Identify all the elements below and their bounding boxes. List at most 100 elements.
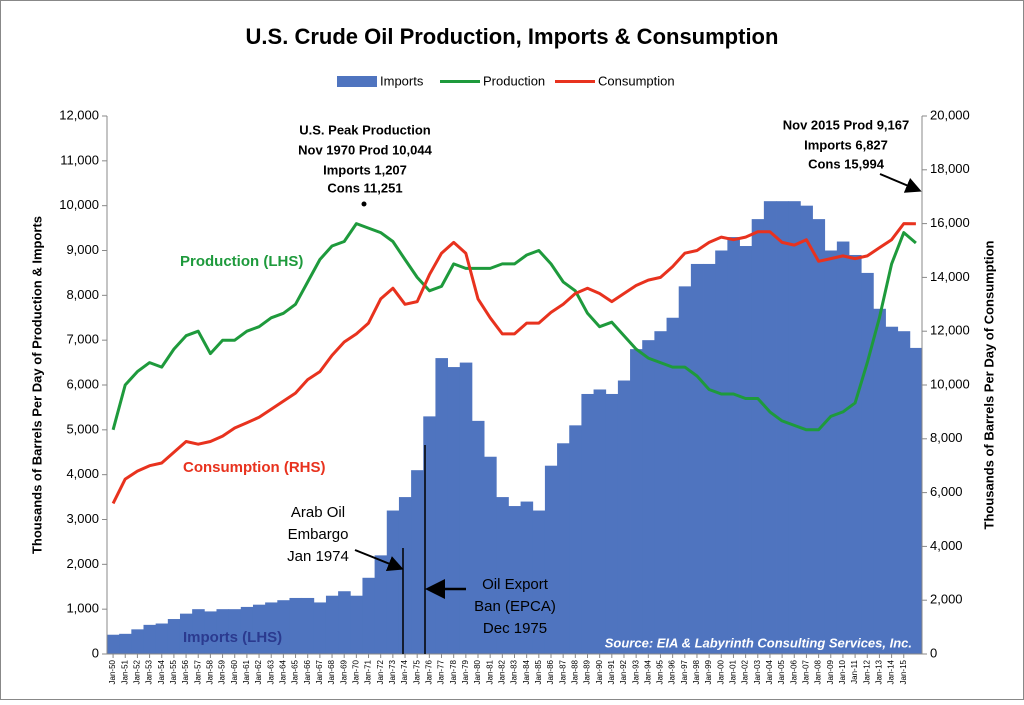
x-tick-label: Jan-90 <box>595 659 604 684</box>
imports-bar <box>617 380 631 654</box>
x-tick-label: Jan-65 <box>291 659 300 684</box>
annotation: Jan 1974 <box>287 548 349 565</box>
imports-bar <box>715 250 728 654</box>
imports-bar <box>678 286 692 654</box>
annotation: Arab Oil <box>291 504 345 521</box>
imports-bar <box>532 510 546 654</box>
imports-bar <box>325 595 339 654</box>
imports-bar <box>252 604 266 654</box>
imports-bar <box>459 362 473 654</box>
annotation: Cons 15,994 <box>808 156 885 171</box>
x-tick-label: Jan-89 <box>583 659 592 684</box>
x-tick-label: Jan-87 <box>558 659 567 684</box>
imports-bar <box>703 263 716 654</box>
imports-bar <box>763 201 777 654</box>
arrow <box>354 549 404 571</box>
y-axis-title: Thousands of Barrels Per Day of Producti… <box>29 216 44 554</box>
x-tick-label: Jan-61 <box>242 659 251 684</box>
y2-tick-label: 6,000 <box>930 484 963 499</box>
imports-bar <box>338 591 351 654</box>
x-tick-label: Jan-14 <box>887 659 896 684</box>
source-note: Source: EIA & Labyrinth Consulting Servi… <box>605 635 912 650</box>
x-tick-label: Jan-83 <box>510 659 519 684</box>
x-tick-label: Jan-52 <box>133 659 142 684</box>
x-tick-label: Jan-07 <box>802 659 811 684</box>
annotation: Imports (LHS) <box>183 629 282 646</box>
x-tick-label: Jan-81 <box>485 659 494 684</box>
annotation: Oil Export <box>482 576 549 593</box>
imports-bar <box>496 497 509 654</box>
imports-bar <box>350 595 363 654</box>
imports-bar <box>447 367 461 654</box>
x-tick-label: Jan-09 <box>826 659 835 684</box>
y2-tick-label: 18,000 <box>930 161 970 176</box>
y-tick-label: 3,000 <box>66 511 99 526</box>
imports-bar <box>520 501 534 654</box>
y-tick-label: 12,000 <box>59 107 99 122</box>
imports-bar <box>216 609 230 654</box>
series-line <box>111 222 917 432</box>
imports-bar <box>593 389 607 654</box>
imports-bar <box>654 331 667 654</box>
arrow <box>879 173 922 193</box>
imports-bar <box>374 555 388 654</box>
y2-tick-label: 20,000 <box>930 107 970 122</box>
x-tick-label: Jan-05 <box>777 659 786 684</box>
x-tick-label: Jan-97 <box>680 659 689 684</box>
x-tick-label: Jan-76 <box>424 659 433 684</box>
x-tick-label: Jan-58 <box>206 659 215 684</box>
imports-bar <box>277 600 290 654</box>
y2-tick-label: 4,000 <box>930 538 963 553</box>
x-tick-label: Jan-00 <box>716 659 725 684</box>
imports-bar <box>836 241 850 655</box>
imports-bar <box>471 420 485 654</box>
x-tick-label: Jan-64 <box>278 659 287 684</box>
x-tick-label: Jan-01 <box>729 659 738 684</box>
imports-bar <box>508 506 521 654</box>
imports-bar <box>605 393 619 654</box>
x-tick-label: Jan-95 <box>656 659 665 684</box>
x-tick-label: Jan-78 <box>449 659 458 684</box>
annotation: Ban (EPCA) <box>474 598 556 615</box>
x-tick-label: Jan-68 <box>327 659 336 684</box>
legend-label: Consumption <box>598 73 675 88</box>
legend-label: Imports <box>380 73 424 88</box>
y2-tick-label: 12,000 <box>930 323 970 338</box>
legend-swatch <box>337 76 377 87</box>
y-tick-label: 10,000 <box>59 197 99 212</box>
imports-bar <box>107 634 120 654</box>
imports-bar <box>544 465 558 654</box>
x-tick-label: Jan-86 <box>546 659 555 684</box>
imports-bar <box>569 425 582 654</box>
y-tick-label: 6,000 <box>66 376 99 391</box>
x-tick-label: Jan-55 <box>169 659 178 684</box>
imports-bar <box>289 597 303 654</box>
peak-dot <box>361 201 367 207</box>
annotation: Embargo <box>288 526 349 543</box>
series-line <box>111 222 916 505</box>
imports-bar <box>204 611 217 654</box>
annotation: Nov 1970 Prod 10,044 <box>298 142 432 157</box>
y2-axis-title: Thousands of Barrels Per Day of Consumpt… <box>981 240 996 529</box>
x-tick-label: Jan-53 <box>145 659 154 684</box>
imports-bar <box>727 237 740 655</box>
imports-bar <box>849 254 862 654</box>
x-tick-label: Jan-57 <box>193 659 202 684</box>
imports-bar <box>362 577 376 654</box>
y2-tick-label: 16,000 <box>930 215 970 230</box>
imports-bar <box>557 443 570 654</box>
imports-bar <box>861 272 874 654</box>
x-tick-label: Jan-79 <box>461 659 470 684</box>
x-tick-label: Jan-10 <box>838 659 847 684</box>
y2-tick-label: 0 <box>930 645 937 660</box>
x-tick-label: Jan-73 <box>388 659 397 684</box>
y2-tick-label: 10,000 <box>930 376 970 391</box>
x-tick-label: Jan-69 <box>339 659 348 684</box>
imports-bar <box>873 308 886 654</box>
imports-bar <box>909 347 923 654</box>
imports-bar <box>885 326 899 654</box>
annotation: Dec 1975 <box>483 620 547 637</box>
x-tick-label: Jan-66 <box>303 659 312 684</box>
y-tick-label: 9,000 <box>66 242 99 257</box>
y2-tick-label: 8,000 <box>930 430 963 445</box>
